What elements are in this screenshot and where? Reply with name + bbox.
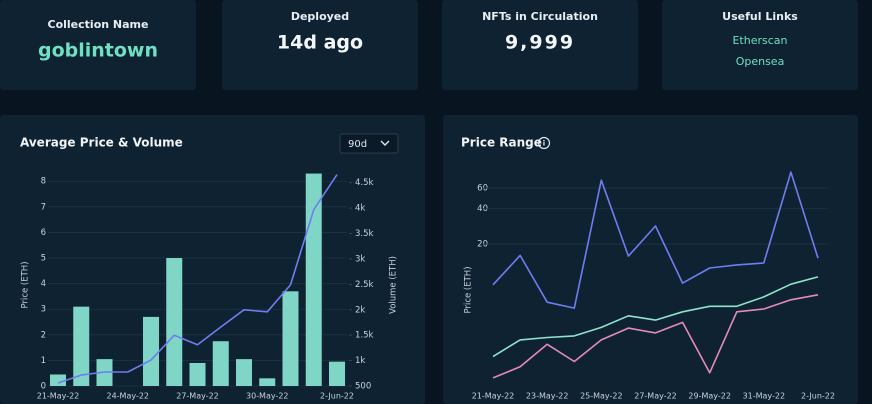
card-label: Deployed: [291, 10, 349, 23]
info-icon-glyph[interactable]: i: [543, 140, 545, 148]
bar: [282, 291, 299, 386]
card: [0, 0, 196, 90]
bar: [305, 173, 322, 386]
y-tick-label: 6: [41, 228, 46, 238]
card-label: Collection Name: [48, 18, 149, 31]
chevron[interactable]: [380, 140, 390, 146]
dropdown-label[interactable]: 90d: [348, 139, 367, 150]
bar: [236, 359, 252, 386]
y-tick-label: 7: [41, 202, 46, 212]
y-axis-label: Price (ETH): [464, 266, 474, 313]
y-tick-label: 20: [477, 240, 488, 250]
y2-tick-label: 4k: [355, 204, 365, 214]
bar: [166, 258, 183, 386]
bar: [73, 306, 90, 386]
line: [57, 174, 338, 384]
bar: [212, 341, 229, 386]
link[interactable]: Opensea: [736, 55, 785, 68]
panel: [443, 115, 858, 404]
y2-tick-label: 2.5k: [355, 280, 374, 290]
y-tick-label: 1: [41, 356, 46, 366]
y2-tick-label: 500: [355, 382, 371, 392]
y-tick-label: 40: [477, 204, 488, 214]
y2-axis-label: Volume (ETH): [389, 256, 399, 314]
y-tick-label: 0: [41, 382, 46, 392]
y-tick-label: 5: [41, 254, 46, 264]
card: [442, 0, 638, 90]
y2-tick-label: 3k: [355, 254, 365, 264]
y2-tick-label: 3.5k: [355, 229, 374, 239]
link[interactable]: Etherscan: [732, 34, 787, 47]
y-tick-label: 8: [41, 177, 46, 187]
line: [492, 171, 819, 309]
card: [662, 0, 858, 90]
y-axis-label: Price (ETH): [21, 261, 31, 308]
info-icon[interactable]: [537, 136, 551, 150]
bar: [329, 361, 345, 386]
x-tick-label: 24-May-22: [106, 392, 149, 401]
card-label: NFTs in Circulation: [482, 10, 598, 23]
line: [492, 276, 819, 358]
y-tick-label: 3: [41, 305, 46, 315]
card-value: goblintown: [38, 40, 158, 62]
bar: [189, 362, 206, 386]
dropdown[interactable]: [339, 133, 399, 154]
x-tick-label: 21-May-22: [472, 392, 515, 401]
y2-tick-label: 1k: [355, 356, 365, 366]
chart-title: Average Price & Volume: [20, 136, 183, 150]
x-tick-label: 2-Jun-22: [801, 392, 835, 401]
bar: [50, 374, 66, 386]
x-tick-label: 2-Jun-22: [320, 392, 354, 401]
line: [492, 294, 819, 379]
y2-tick-label: 1.5k: [355, 331, 374, 341]
x-tick-label: 31-May-22: [743, 392, 786, 401]
x-tick-label: 27-May-22: [634, 392, 677, 401]
x-tick-label: 25-May-22: [580, 392, 623, 401]
card-value: 14d ago: [277, 32, 363, 54]
y2-tick-label: 4.5k: [355, 178, 374, 188]
y2-tick-label: 2k: [355, 305, 365, 315]
x-tick-label: 30-May-22: [246, 392, 289, 401]
y-tick-label: 4: [41, 279, 46, 289]
x-tick-label: 27-May-22: [176, 392, 219, 401]
bar: [143, 316, 159, 386]
bar: [259, 378, 276, 386]
y-tick-label: 2: [41, 330, 46, 340]
card-label: Useful Links: [722, 10, 798, 23]
x-tick-label: 21-May-22: [37, 392, 80, 401]
y-tick-label: 60: [477, 184, 488, 194]
x-tick-label: 29-May-22: [688, 392, 731, 401]
x-tick-label: 23-May-22: [526, 392, 569, 401]
chart-title: Price Range: [461, 136, 542, 150]
card-value: 9,999: [505, 32, 575, 54]
card: [222, 0, 418, 90]
